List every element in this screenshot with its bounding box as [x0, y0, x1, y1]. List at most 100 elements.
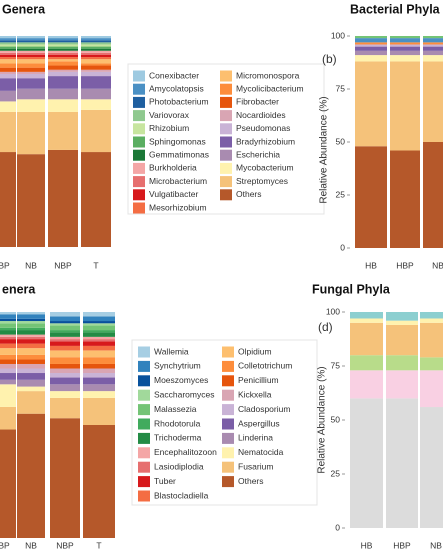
legend-swatch	[222, 418, 234, 430]
x-tick-label: T	[96, 540, 101, 550]
bar-segment	[350, 398, 383, 528]
bar-segment	[17, 111, 45, 155]
y-tick-label: 0	[340, 242, 345, 252]
legend-label: Mesorhizobium	[149, 202, 207, 212]
bar-segment	[17, 42, 45, 45]
bar-segment	[420, 318, 443, 323]
legend-swatch	[222, 461, 234, 473]
bar-segment	[0, 78, 16, 91]
bar-segment	[0, 73, 16, 79]
legend-label: Fusarium	[238, 461, 273, 471]
bar-segment	[386, 312, 418, 321]
bar-segment	[0, 429, 16, 538]
bar-segment	[50, 312, 80, 317]
bar-segment	[50, 357, 80, 364]
bar-segment	[50, 321, 80, 324]
bar-segment	[81, 59, 111, 64]
bar-segment	[48, 57, 78, 60]
legend-swatch	[138, 490, 150, 502]
legend-swatch	[220, 149, 232, 161]
bar-segment	[83, 341, 115, 346]
legend-label: Linderina	[238, 433, 273, 443]
bar-segment	[48, 40, 78, 43]
legend-swatch	[220, 162, 232, 174]
bar-segment	[83, 336, 115, 340]
legend-label: Trichoderma	[154, 433, 202, 443]
bar-segment	[350, 322, 383, 356]
bar-segment	[386, 370, 418, 399]
bar-segment	[0, 54, 16, 58]
legend-swatch	[220, 136, 232, 148]
bar-segment	[81, 88, 111, 100]
bar-segment	[83, 321, 115, 324]
bar-segment	[50, 341, 80, 346]
legend-swatch	[133, 162, 145, 174]
x-tick-label: BP	[0, 540, 10, 550]
y-tick-label: 100	[326, 306, 340, 316]
bar-segment	[390, 36, 420, 39]
bar-segment	[83, 397, 115, 425]
x-tick-label: NB	[25, 260, 37, 270]
legend-label: Vulgatibacter	[149, 189, 198, 199]
legend-label: Pseudomonas	[236, 123, 290, 133]
bar-segment	[0, 90, 16, 102]
x-tick-label: NBP	[54, 260, 72, 270]
legend-swatch	[138, 375, 150, 387]
bar-segment	[81, 36, 111, 39]
legend-label: Wallemia	[154, 346, 189, 356]
legend-swatch	[222, 346, 234, 358]
y-tick-label: 75	[336, 83, 346, 93]
legend-label: Others	[238, 476, 264, 486]
bar-segment	[386, 324, 418, 356]
legend-swatch	[138, 389, 150, 401]
legend-label: Fibrobacter	[236, 97, 279, 107]
bar-segment	[83, 332, 115, 337]
legend-swatch	[138, 476, 150, 488]
bar-segment	[81, 57, 111, 60]
bar-segment	[423, 55, 443, 62]
legend-swatch	[133, 70, 145, 82]
legend-swatch	[133, 189, 145, 201]
bar-segment	[17, 99, 45, 112]
bar-segment	[0, 42, 16, 45]
bar-segment	[423, 46, 443, 51]
bar-segment	[390, 55, 420, 62]
panel-label: (b)	[322, 52, 337, 66]
bar-segment	[0, 63, 16, 68]
bar-segment	[17, 413, 45, 538]
legend-swatch	[133, 176, 145, 188]
bar-segment	[0, 48, 16, 51]
x-tick-label: HBP	[396, 260, 414, 270]
bar-segment	[0, 44, 16, 47]
chart-title: Bacterial Phyla	[350, 2, 441, 16]
legend-swatch	[222, 476, 234, 488]
bar-segment	[17, 57, 45, 60]
bar-segment	[50, 345, 80, 351]
bar-segment	[17, 54, 45, 58]
legend-box	[131, 339, 318, 506]
legend-swatch	[138, 461, 150, 473]
bar-segment	[17, 154, 45, 247]
legend-swatch	[138, 346, 150, 358]
bar-segment	[0, 348, 16, 355]
bar-segment	[0, 52, 16, 55]
legend-label: Tuber	[154, 476, 176, 486]
legend-label: Synchytrium	[154, 361, 201, 371]
legend-swatch	[220, 123, 232, 135]
bar-segment	[423, 50, 443, 56]
bar-segment	[17, 52, 45, 55]
bar-segment	[0, 406, 16, 430]
bar-segment	[0, 59, 16, 64]
bar-segment	[0, 38, 16, 41]
bar-segment	[0, 343, 16, 349]
bar-segment	[17, 318, 45, 322]
legend-label: Mycolicibacterium	[236, 83, 304, 93]
bar-segment	[48, 88, 78, 100]
legend-swatch	[222, 404, 234, 416]
bar-segment	[48, 44, 78, 47]
bar-segment	[420, 322, 443, 358]
y-axis-label: Relative Abundance (%)	[319, 96, 330, 203]
bar-segment	[390, 50, 420, 56]
bar-segment	[81, 54, 111, 58]
bar-segment	[81, 52, 111, 55]
